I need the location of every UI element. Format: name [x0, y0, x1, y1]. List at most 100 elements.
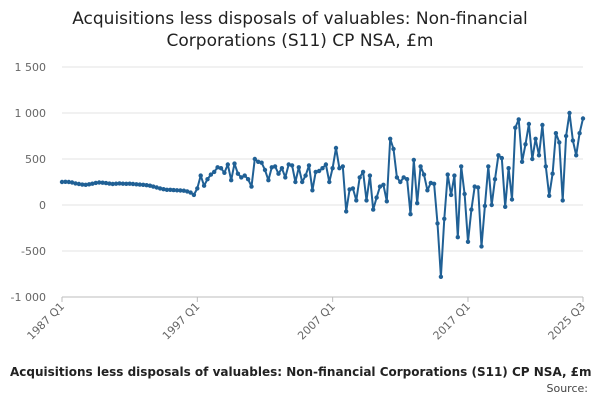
data-point [86, 182, 92, 187]
data-point [428, 180, 433, 186]
data-point [103, 180, 109, 186]
data-point [316, 168, 322, 174]
data-point [232, 161, 237, 166]
data-point [350, 186, 356, 191]
series-line [61, 112, 584, 278]
data-point [570, 138, 576, 143]
data-point [469, 207, 474, 212]
y-tick-label: 0 [39, 199, 46, 212]
data-point [73, 181, 78, 186]
data-point [509, 197, 515, 202]
data-point [124, 181, 129, 186]
y-axis-labels: 1 500 1 000 500 0 -500 -1 000 [11, 61, 46, 304]
legend: Acquisitions less disposals of valuables… [10, 365, 592, 379]
data-point [239, 175, 244, 180]
data-point [371, 207, 376, 212]
data-point [499, 155, 504, 161]
data-point [357, 175, 362, 180]
data-point [580, 116, 586, 121]
data-point [76, 181, 82, 187]
data-point [93, 180, 99, 186]
data-point [496, 153, 501, 158]
data-point [225, 162, 230, 167]
data-point [486, 164, 491, 169]
data-point [208, 172, 214, 177]
data-point [421, 172, 427, 177]
data-point [347, 187, 352, 192]
data-point [455, 235, 460, 240]
data-point [69, 180, 75, 185]
y-tick-label: -500 [21, 245, 46, 258]
data-point [100, 180, 105, 185]
data-point [431, 181, 437, 186]
data-point [262, 167, 268, 173]
data-point [408, 212, 413, 217]
data-point [489, 202, 494, 208]
data-point [377, 184, 383, 189]
data-point [117, 181, 122, 186]
data-point [272, 164, 278, 169]
data-point [492, 177, 498, 182]
x-tick-label: 1987 Q1 [25, 300, 68, 343]
data-point [391, 146, 396, 152]
data-point [215, 165, 220, 170]
data-point [259, 160, 264, 165]
data-point [404, 177, 410, 182]
data-point [137, 182, 142, 187]
x-tick-label: 2025 Q3 [546, 300, 589, 343]
data-point [201, 183, 207, 188]
data-point [279, 166, 285, 171]
data-point [360, 169, 366, 175]
data-point [252, 156, 257, 162]
data-point [66, 179, 72, 185]
data-point [195, 186, 200, 191]
data-point [536, 153, 542, 158]
data-point [161, 187, 166, 192]
data-point [327, 179, 332, 185]
data-point [59, 179, 65, 185]
y-tick-label: -1 000 [11, 291, 46, 304]
data-point [574, 153, 579, 158]
data-point [425, 188, 430, 193]
data-point [256, 159, 261, 164]
x-tick-label: 1997 Q1 [160, 300, 203, 343]
data-point [563, 133, 569, 139]
data-point [479, 244, 484, 249]
data-point [249, 184, 254, 189]
data-point [306, 163, 312, 168]
data-point [178, 188, 183, 193]
data-point [222, 170, 227, 175]
y-tick-label: 500 [25, 153, 46, 166]
data-point [266, 178, 271, 183]
data-point [107, 181, 112, 186]
data-point [293, 179, 298, 185]
data-point [151, 184, 156, 189]
data-point [547, 193, 552, 198]
data-point [168, 187, 173, 192]
data-point [83, 182, 88, 187]
data-point [438, 274, 444, 279]
data-point [310, 188, 315, 193]
data-point [120, 181, 126, 186]
data-point [157, 186, 163, 191]
data-point [286, 162, 291, 167]
data-point [557, 140, 562, 145]
data-point [344, 209, 349, 214]
data-point [330, 166, 335, 171]
data-point [110, 181, 115, 187]
data-point [401, 175, 406, 180]
data-point [540, 122, 545, 128]
gridlines [62, 66, 583, 252]
data-point [354, 198, 359, 203]
data-point [80, 182, 85, 187]
data-point [367, 173, 373, 178]
y-tick-label: 1 000 [15, 107, 47, 120]
data-point [218, 166, 224, 171]
data-point [577, 131, 582, 136]
data-point [147, 183, 153, 188]
data-point [276, 171, 281, 176]
data-point [141, 182, 146, 187]
data-point [482, 203, 488, 209]
data-point [337, 166, 342, 171]
